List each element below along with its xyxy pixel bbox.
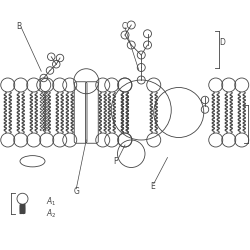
Text: F: F bbox=[114, 157, 118, 166]
Text: C: C bbox=[121, 22, 126, 31]
Text: B: B bbox=[16, 22, 21, 31]
Text: G: G bbox=[74, 187, 80, 196]
Text: $A_2$: $A_2$ bbox=[46, 208, 57, 220]
Text: D: D bbox=[219, 38, 224, 47]
Text: E: E bbox=[150, 182, 155, 191]
Text: $A_1$: $A_1$ bbox=[46, 195, 57, 207]
